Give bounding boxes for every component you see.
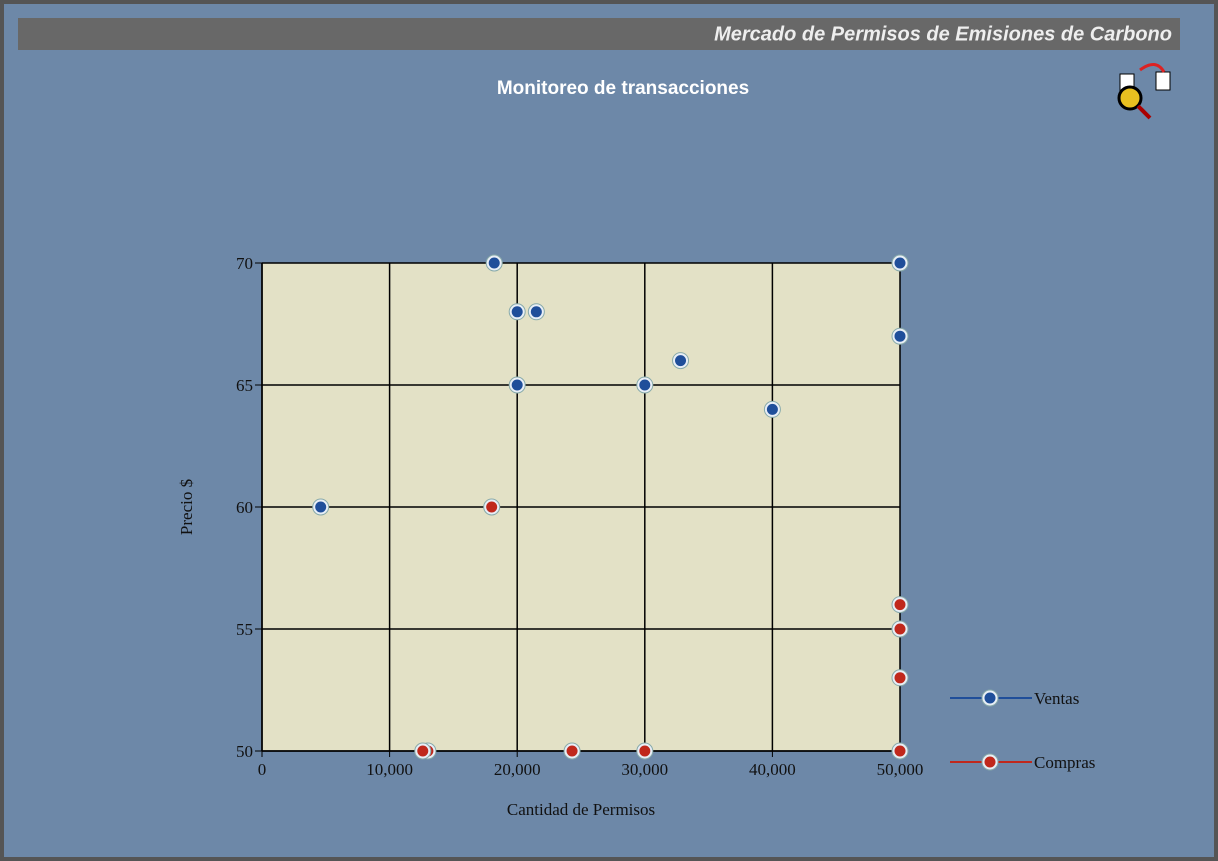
point — [894, 599, 906, 611]
y-axis-label: Precio $ — [177, 479, 196, 535]
point — [639, 745, 651, 757]
point — [530, 306, 542, 318]
point — [639, 379, 651, 391]
point — [486, 501, 498, 513]
x-axis-label: Cantidad de Permisos — [507, 800, 655, 819]
point — [894, 330, 906, 342]
point — [894, 745, 906, 757]
point — [566, 745, 578, 757]
x-tick-label: 0 — [258, 760, 267, 779]
point — [511, 306, 523, 318]
x-tick-label: 20,000 — [494, 760, 541, 779]
header-title: Mercado de Permisos de Emisiones de Carb… — [714, 23, 1172, 45]
header-bar — [18, 18, 1180, 50]
x-tick-label: 10,000 — [366, 760, 413, 779]
point — [984, 692, 996, 704]
point — [675, 355, 687, 367]
legend-label: Compras — [1034, 753, 1095, 772]
x-tick-label: 50,000 — [877, 760, 924, 779]
point — [511, 379, 523, 391]
x-tick-label: 40,000 — [749, 760, 796, 779]
y-tick-label: 60 — [236, 498, 253, 517]
point — [488, 257, 500, 269]
y-tick-label: 70 — [236, 254, 253, 273]
point — [766, 403, 778, 415]
chart-title: Monitoreo de transacciones — [497, 78, 749, 99]
zoom-icon[interactable] — [1117, 63, 1171, 120]
point — [417, 745, 429, 757]
y-tick-label: 50 — [236, 742, 253, 761]
y-tick-label: 65 — [236, 376, 253, 395]
legend-label: Ventas — [1034, 689, 1079, 708]
point — [984, 756, 996, 768]
y-tick-label: 55 — [236, 620, 253, 639]
point — [894, 257, 906, 269]
point — [894, 672, 906, 684]
x-tick-label: 30,000 — [621, 760, 668, 779]
point — [894, 623, 906, 635]
point — [315, 501, 327, 513]
